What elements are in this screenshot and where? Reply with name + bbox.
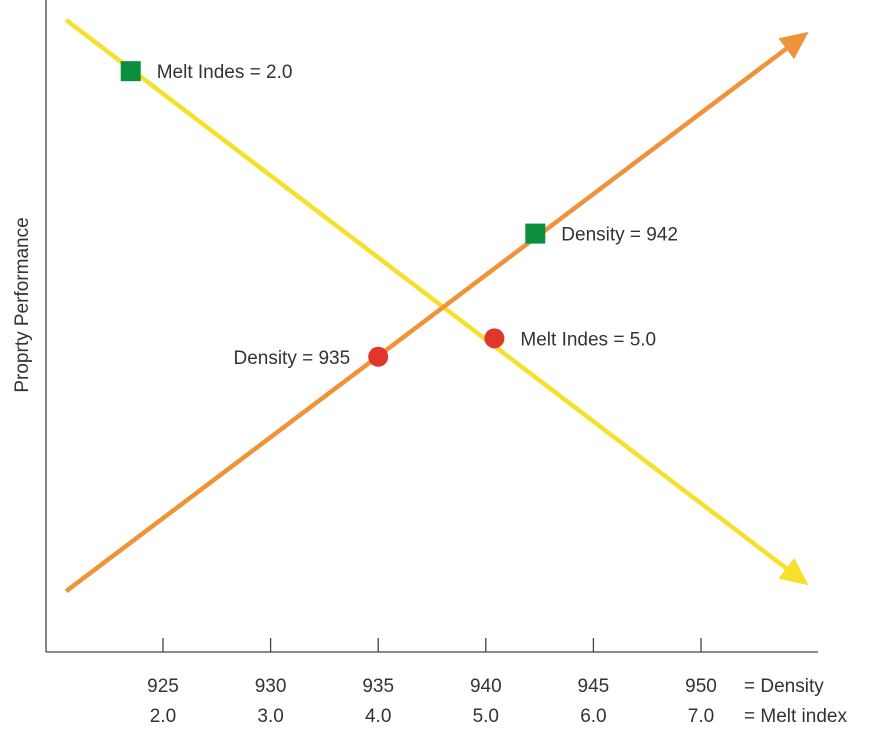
density-942-marker: [525, 223, 546, 244]
density-tick-label: 935: [362, 676, 394, 697]
melt-index-tick-labels: 2.0 3.0 4.0 5.0 6.0 7.0: [150, 706, 714, 727]
density-arrowhead: [778, 31, 809, 60]
melt-5-marker: [484, 328, 505, 349]
density-tick-label: 940: [470, 676, 502, 697]
density-935-marker: [368, 346, 389, 367]
density-942-label: Density = 942: [561, 225, 678, 246]
series-layer: [64, 18, 809, 593]
density-tick-label: 945: [578, 676, 610, 697]
melt-index-row-label: = Melt index: [744, 706, 847, 727]
marker-layer: Melt Indes = 2.0 Density = 942 Density = 9…: [120, 61, 678, 369]
melt-index-tick-label: 4.0: [365, 706, 391, 727]
density-row-label: = Density: [744, 676, 824, 697]
x-ticks: [162, 638, 702, 652]
melt-index-arrowhead: [778, 557, 809, 586]
melt-2-label: Melt Indes = 2.0: [157, 62, 293, 83]
melt-index-tick-label: 5.0: [473, 706, 499, 727]
melt-index-tick-label: 2.0: [150, 706, 176, 727]
melt-2-marker: [120, 61, 141, 82]
melt-5-label: Melt Indes = 5.0: [520, 329, 656, 350]
density-935-label: Density = 935: [233, 348, 350, 369]
density-tick-label: 950: [685, 676, 717, 697]
melt-index-tick-label: 7.0: [688, 706, 714, 727]
density-series-line: [64, 46, 788, 593]
melt-index-tick-label: 3.0: [257, 706, 283, 727]
density-tick-label: 925: [147, 676, 179, 697]
density-tick-label: 930: [255, 676, 287, 697]
density-tick-labels: 925 930 935 940 945 950: [147, 676, 717, 697]
melt-index-series-line: [64, 18, 788, 571]
melt-index-tick-label: 6.0: [580, 706, 606, 727]
y-axis-title: Proprty Performance: [12, 217, 33, 392]
